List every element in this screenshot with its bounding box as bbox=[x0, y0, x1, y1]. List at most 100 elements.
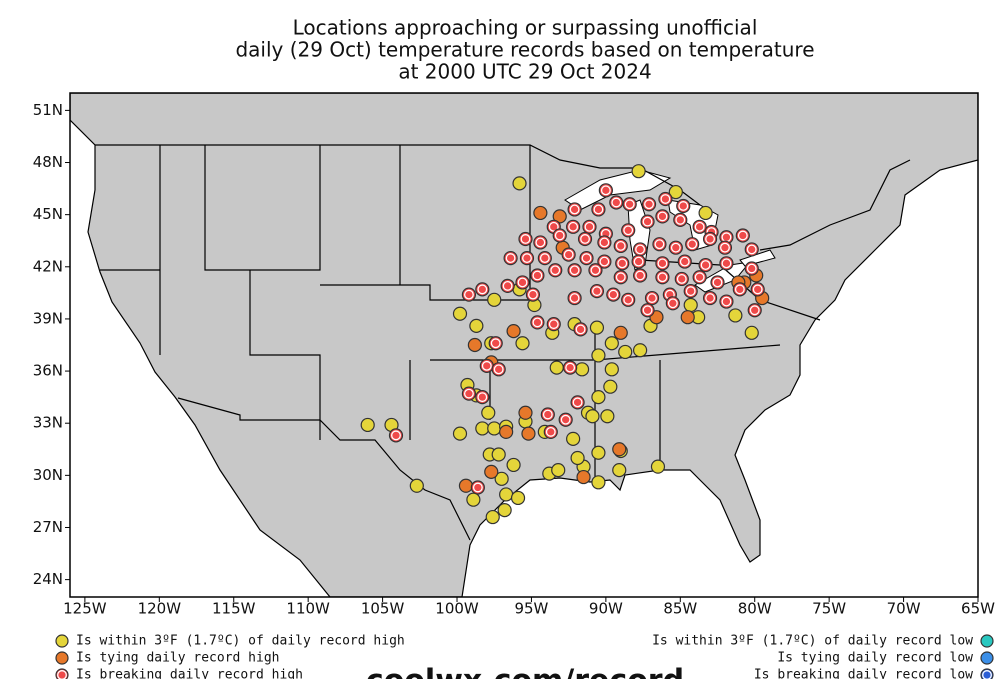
marker-ring bbox=[545, 426, 556, 437]
legend-label: Is tying daily record low bbox=[777, 651, 973, 666]
marker-ring bbox=[472, 482, 483, 493]
marker-ring bbox=[580, 234, 590, 244]
legend-swatch bbox=[980, 651, 994, 665]
marker-ring bbox=[593, 204, 604, 215]
marker-ring bbox=[57, 670, 67, 679]
y-tick-label: 42N bbox=[33, 257, 63, 275]
station-marker bbox=[604, 362, 619, 377]
legend-swatch bbox=[55, 634, 69, 648]
station-marker bbox=[512, 176, 527, 191]
marker-ring bbox=[542, 409, 553, 420]
station-marker bbox=[552, 209, 567, 224]
marker-ring bbox=[477, 284, 488, 295]
station-marker bbox=[683, 297, 698, 313]
station-marker bbox=[612, 442, 627, 457]
station-marker bbox=[485, 509, 500, 525]
station-marker bbox=[613, 325, 628, 340]
legend-label: Is breaking daily record low bbox=[754, 668, 973, 679]
marker-ring bbox=[502, 280, 513, 291]
marker-ring bbox=[749, 305, 760, 316]
marker-ring bbox=[520, 234, 531, 244]
marker-ring bbox=[548, 319, 559, 330]
marker-ring bbox=[591, 286, 602, 297]
marker-ring bbox=[481, 360, 492, 371]
marker-ring bbox=[642, 216, 653, 227]
station-marker bbox=[466, 492, 481, 507]
station-marker bbox=[469, 318, 484, 333]
marker-ring bbox=[490, 338, 501, 349]
station-marker bbox=[551, 463, 566, 478]
marker-ring bbox=[615, 272, 626, 283]
marker-ring bbox=[539, 253, 550, 264]
station-marker bbox=[409, 478, 424, 493]
station-marker bbox=[604, 336, 619, 351]
station-marker bbox=[600, 409, 615, 424]
station-marker bbox=[452, 426, 468, 441]
marker-ring bbox=[572, 397, 583, 408]
marker-ring bbox=[676, 274, 687, 284]
station-marker bbox=[549, 360, 564, 375]
station-marker bbox=[487, 421, 502, 436]
marker-ring bbox=[584, 221, 595, 232]
station-marker bbox=[506, 323, 521, 339]
marker-ring bbox=[600, 185, 611, 196]
marker-ring bbox=[535, 237, 546, 248]
y-tick-label: 36N bbox=[33, 362, 63, 380]
marker-ring bbox=[391, 430, 401, 441]
station-marker bbox=[574, 362, 590, 377]
marker-ring bbox=[635, 244, 646, 255]
title-line: Locations approaching or surpassing unof… bbox=[293, 16, 758, 40]
marker-ring bbox=[617, 258, 628, 269]
station-marker bbox=[633, 343, 648, 358]
marker-ring bbox=[623, 294, 634, 305]
station-marker bbox=[591, 445, 606, 460]
station-marker bbox=[744, 325, 759, 340]
y-tick-label: 33N bbox=[33, 414, 63, 432]
marker-ring bbox=[705, 293, 716, 304]
station-marker bbox=[452, 306, 468, 321]
legend-label: Is tying daily record high bbox=[76, 651, 280, 666]
y-tick-label: 30N bbox=[33, 466, 63, 484]
y-tick-label: 27N bbox=[33, 518, 63, 536]
title-line: daily (29 Oct) temperature records based… bbox=[235, 38, 814, 62]
x-tick-label: 70W bbox=[887, 600, 921, 618]
marker-ring bbox=[644, 199, 654, 210]
marker-ring bbox=[705, 234, 716, 244]
lake bbox=[739, 249, 776, 267]
station-marker bbox=[570, 450, 585, 466]
marker-ring bbox=[505, 253, 516, 264]
marker-ring bbox=[560, 414, 571, 425]
station-marker bbox=[650, 459, 666, 474]
legend-label: Is within 3ºF (1.7ºC) of daily record hi… bbox=[76, 634, 405, 649]
marker-ring bbox=[675, 214, 686, 225]
x-tick-label: 115W bbox=[212, 600, 256, 618]
marker-ring bbox=[517, 277, 528, 288]
station-marker bbox=[510, 490, 526, 506]
marker-ring bbox=[685, 286, 696, 297]
country-border bbox=[177, 397, 471, 541]
marker-ring bbox=[734, 284, 745, 295]
station-marker bbox=[494, 471, 509, 486]
marker-ring bbox=[463, 289, 474, 300]
y-tick-label: 45N bbox=[33, 205, 63, 223]
marker-ring bbox=[611, 197, 622, 208]
marker-ring bbox=[527, 289, 538, 300]
y-tick-label: 48N bbox=[33, 153, 63, 171]
marker-ring bbox=[565, 362, 576, 373]
marker-ring bbox=[599, 256, 610, 267]
marker-ring bbox=[721, 258, 732, 269]
marker-ring bbox=[712, 277, 723, 288]
station-marker bbox=[603, 379, 618, 394]
marker-ring bbox=[635, 270, 646, 281]
x-tick-label: 75W bbox=[812, 600, 846, 618]
legend-swatch bbox=[55, 651, 69, 665]
marker-ring bbox=[623, 225, 634, 236]
marker-ring bbox=[581, 253, 592, 264]
marker-ring bbox=[548, 221, 559, 232]
marker-ring bbox=[694, 221, 705, 232]
marker-ring bbox=[463, 388, 474, 399]
marker-ring bbox=[721, 296, 732, 307]
marker-ring bbox=[624, 199, 635, 210]
marker-ring bbox=[657, 272, 668, 283]
